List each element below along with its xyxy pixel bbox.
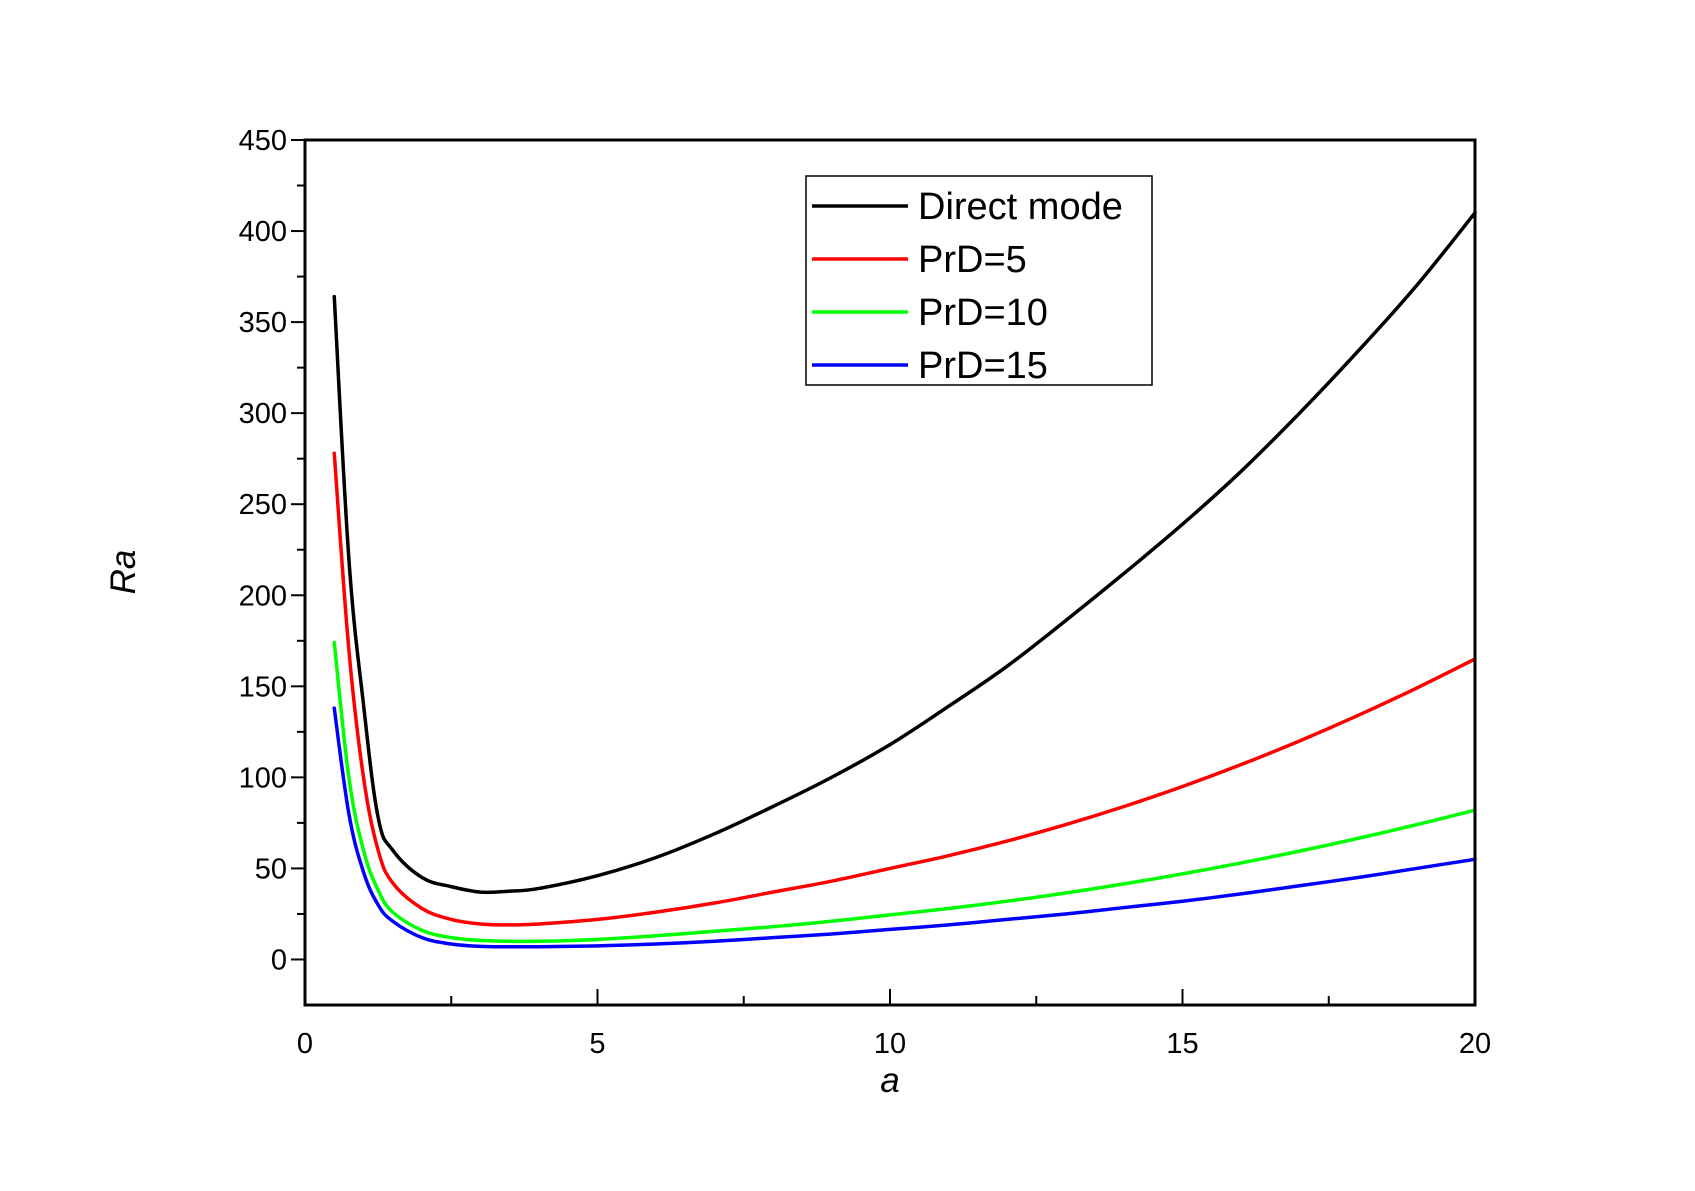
y-tick-label: 350 [239,307,287,339]
x-tick-label: 20 [1459,1028,1491,1060]
y-tick-label: 100 [239,762,287,794]
y-tick-label: 0 [271,944,287,976]
x-axis-ticks [304,989,1476,1005]
y-axis-tick-labels: 0 50 100 150 200 250 300 350 400 450 [239,125,287,976]
y-axis-title: Ra [104,550,143,595]
series-line-3 [332,640,1477,944]
x-tick-label: 10 [874,1028,906,1060]
legend: Direct mode PrD=5 PrD=10 PrD=15 [805,175,1153,387]
x-axis-title: a [880,1061,899,1100]
y-tick-label: 250 [239,489,287,521]
y-tick-label: 300 [239,398,287,430]
y-tick-label: 200 [239,580,287,612]
series-line-4 [332,706,1477,949]
y-axis-ticks [291,139,305,961]
x-tick-label: 0 [297,1028,313,1060]
x-tick-label: 15 [1166,1028,1198,1060]
legend-label: PrD=15 [918,345,1048,387]
series-layer [332,211,1477,949]
legend-label: PrD=5 [918,239,1027,281]
legend-label: Direct mode [918,186,1123,228]
legend-items: Direct mode PrD=5 PrD=10 PrD=15 [812,186,1123,387]
y-tick-label: 450 [239,125,287,157]
y-tick-label: 50 [255,853,287,885]
series-line-2 [332,451,1477,927]
legend-box [805,175,1153,386]
y-tick-label: 150 [239,671,287,703]
legend-label: PrD=10 [918,292,1048,334]
x-tick-label: 5 [589,1028,605,1060]
series-line-1 [332,211,1477,895]
x-axis-tick-labels: 0 5 10 15 20 [297,1028,1491,1060]
y-tick-label: 400 [239,216,287,248]
